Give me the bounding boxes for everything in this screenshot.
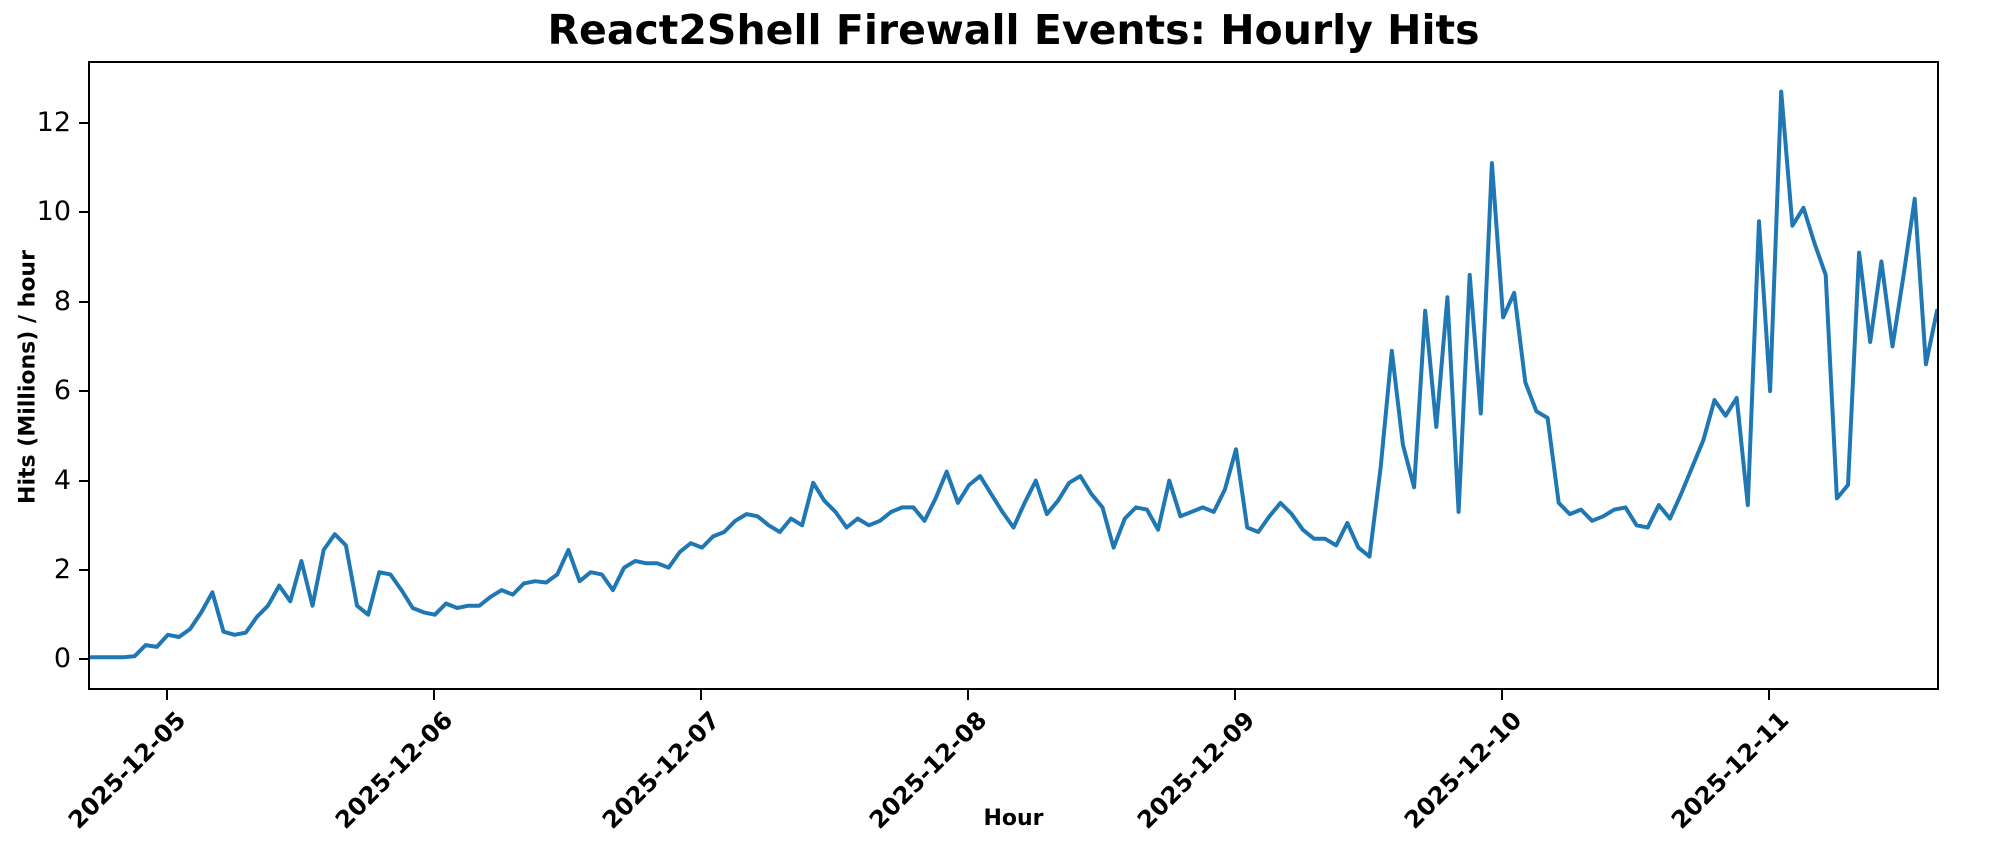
x-tick-mark (1501, 690, 1504, 700)
y-tick-mark (79, 568, 89, 571)
hits-line-series (90, 89, 1937, 660)
x-tick-mark (165, 690, 168, 700)
line-chart-canvas (90, 89, 1937, 660)
y-tick-mark (79, 300, 89, 303)
y-tick-mark (79, 479, 89, 482)
y-tick-label: 4 (53, 464, 71, 496)
x-tick-mark (699, 690, 702, 700)
y-tick-mark (79, 658, 89, 661)
x-tick-mark (966, 690, 969, 700)
x-axis-label: Hour (983, 806, 1044, 831)
y-tick-mark (79, 211, 89, 214)
y-tick-label: 2 (53, 553, 71, 585)
plot-area (88, 61, 1939, 690)
chart-title: React2Shell Firewall Events: Hourly Hits (547, 6, 1480, 54)
y-tick-mark (79, 390, 89, 393)
y-tick-label: 12 (36, 106, 71, 138)
y-tick-label: 6 (53, 375, 71, 407)
y-tick-mark (79, 121, 89, 124)
x-tick-mark (432, 690, 435, 700)
x-tick-mark (1768, 690, 1771, 700)
y-tick-label: 10 (36, 196, 71, 228)
x-tick-mark (1234, 690, 1237, 700)
y-tick-label: 0 (53, 643, 71, 675)
y-tick-label: 8 (53, 285, 71, 317)
